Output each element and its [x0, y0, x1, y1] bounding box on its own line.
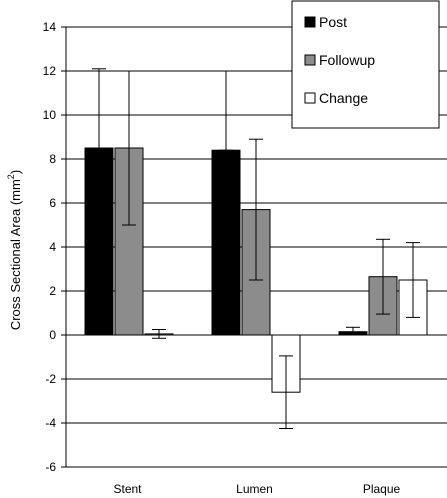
category-labels: Stent Lumen Plaque — [113, 482, 400, 496]
y-tick-label: 12 — [43, 64, 57, 78]
y-tick-label: -4 — [45, 416, 56, 430]
category-label-plaque: Plaque — [363, 482, 401, 496]
y-tick-label: 0 — [49, 328, 56, 342]
y-axis-label: Cross Sectional Area (mm2) — [6, 170, 23, 330]
y-tick-label: -2 — [45, 372, 56, 386]
y-tick-label: 10 — [43, 108, 57, 122]
category-label-stent: Stent — [113, 482, 142, 496]
y-tick-label: 14 — [43, 20, 57, 34]
legend-label-post: Post — [319, 14, 347, 30]
legend-swatch-change — [305, 93, 315, 103]
y-tick-labels: 14 12 10 8 6 4 2 0 -2 -4 -6 — [43, 20, 66, 474]
legend-label-followup: Followup — [319, 52, 375, 68]
y-tick-label: 6 — [49, 196, 56, 210]
y-axis-label-close: ) — [8, 170, 23, 174]
y-tick-label: 2 — [49, 284, 56, 298]
y-tick-label: 8 — [49, 152, 56, 166]
category-label-lumen: Lumen — [236, 482, 273, 496]
legend-swatch-post — [305, 17, 315, 27]
y-axis-label-text: Cross Sectional Area (mm — [8, 179, 23, 330]
legend-label-change: Change — [319, 90, 368, 106]
bar-post-lumen — [212, 150, 240, 335]
legend-swatch-followup — [305, 55, 315, 65]
legend: Post Followup Change — [292, 1, 439, 128]
y-tick-label: -6 — [45, 460, 56, 474]
y-tick-label: 4 — [49, 240, 56, 254]
